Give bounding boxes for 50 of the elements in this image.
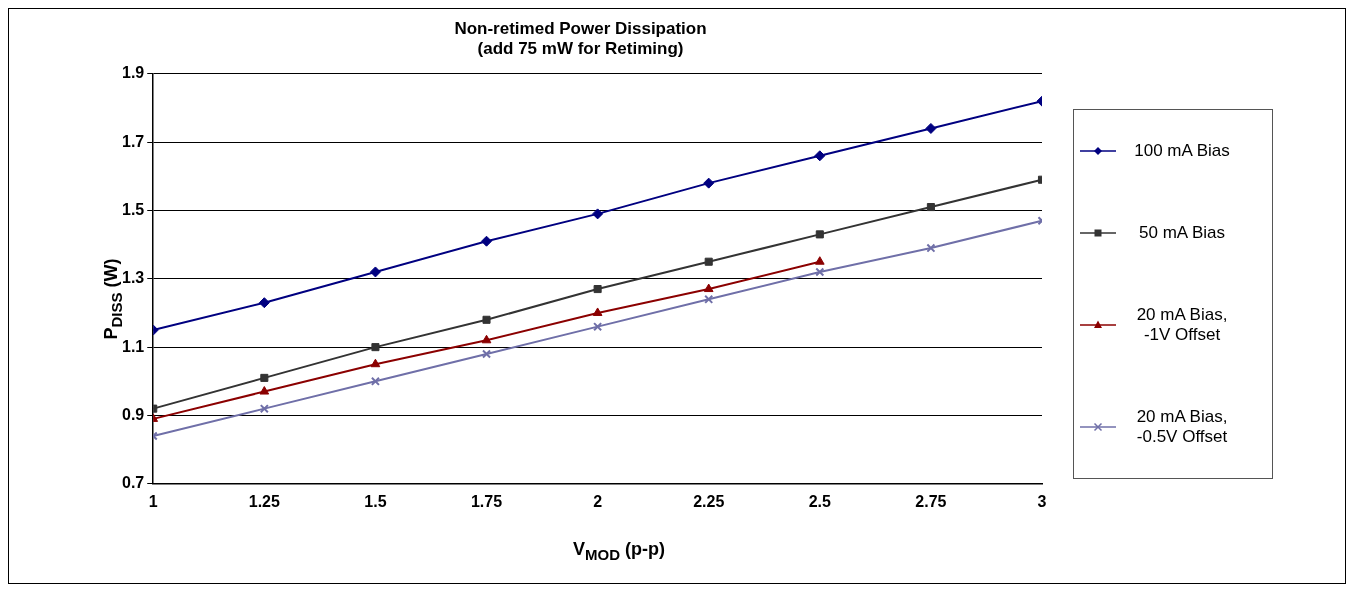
legend-label: 50 mA Bias bbox=[1138, 223, 1226, 243]
point bbox=[371, 343, 380, 352]
point bbox=[815, 230, 824, 239]
point bbox=[815, 267, 825, 277]
legend-label: 20 mA Bias, -0.5V Offset bbox=[1135, 407, 1229, 447]
x-tick-label: 3 bbox=[1037, 492, 1047, 510]
x-tick-label: 1.5 bbox=[364, 492, 387, 510]
point bbox=[369, 266, 381, 278]
y-tick-label: 1.5 bbox=[121, 200, 145, 218]
point bbox=[370, 376, 380, 386]
point bbox=[703, 177, 715, 189]
y-tick-label: 0.7 bbox=[121, 474, 145, 492]
point bbox=[259, 386, 270, 395]
x-axis-title: V$_{MOD}$ (p-p) bbox=[573, 539, 665, 563]
point bbox=[926, 243, 936, 253]
x-tick-label: 2.5 bbox=[808, 492, 832, 510]
legend-label: 100 mA Bias bbox=[1133, 141, 1231, 161]
point bbox=[704, 294, 714, 304]
x-tick-label: 2.75 bbox=[915, 492, 947, 510]
x-tick-label: 2.25 bbox=[693, 492, 725, 510]
x-tick-label: 1.75 bbox=[470, 492, 503, 510]
point bbox=[481, 235, 493, 247]
point bbox=[258, 297, 270, 309]
x-tick-label: 1.25 bbox=[248, 492, 281, 510]
point bbox=[593, 285, 602, 294]
y-tick-label: 1.1 bbox=[121, 337, 145, 355]
point bbox=[925, 122, 937, 134]
chart-title: Non-retimed Power Dissipation bbox=[454, 18, 707, 38]
legend-label: 20 mA Bias, -1V Offset bbox=[1135, 305, 1229, 345]
point bbox=[259, 404, 269, 414]
y-tick-label: 1.9 bbox=[121, 64, 145, 82]
point bbox=[926, 203, 935, 212]
point bbox=[814, 256, 825, 265]
point bbox=[592, 208, 604, 220]
point bbox=[704, 257, 713, 266]
point bbox=[703, 283, 714, 293]
y-tick-label: 0.9 bbox=[121, 405, 145, 423]
point bbox=[593, 322, 603, 332]
y-tick-label: 1.3 bbox=[121, 269, 145, 287]
point bbox=[370, 358, 381, 368]
point bbox=[260, 373, 269, 382]
point bbox=[482, 315, 491, 324]
point bbox=[592, 307, 603, 316]
point bbox=[814, 150, 826, 162]
y-tick-label: 1.7 bbox=[121, 132, 145, 150]
x-tick-label: 2 bbox=[593, 492, 603, 510]
point bbox=[481, 349, 492, 359]
point bbox=[481, 334, 492, 344]
x-tick-label: 1 bbox=[148, 492, 158, 510]
chart-subtitle: (add 75 mW for Retiming) bbox=[477, 39, 684, 59]
